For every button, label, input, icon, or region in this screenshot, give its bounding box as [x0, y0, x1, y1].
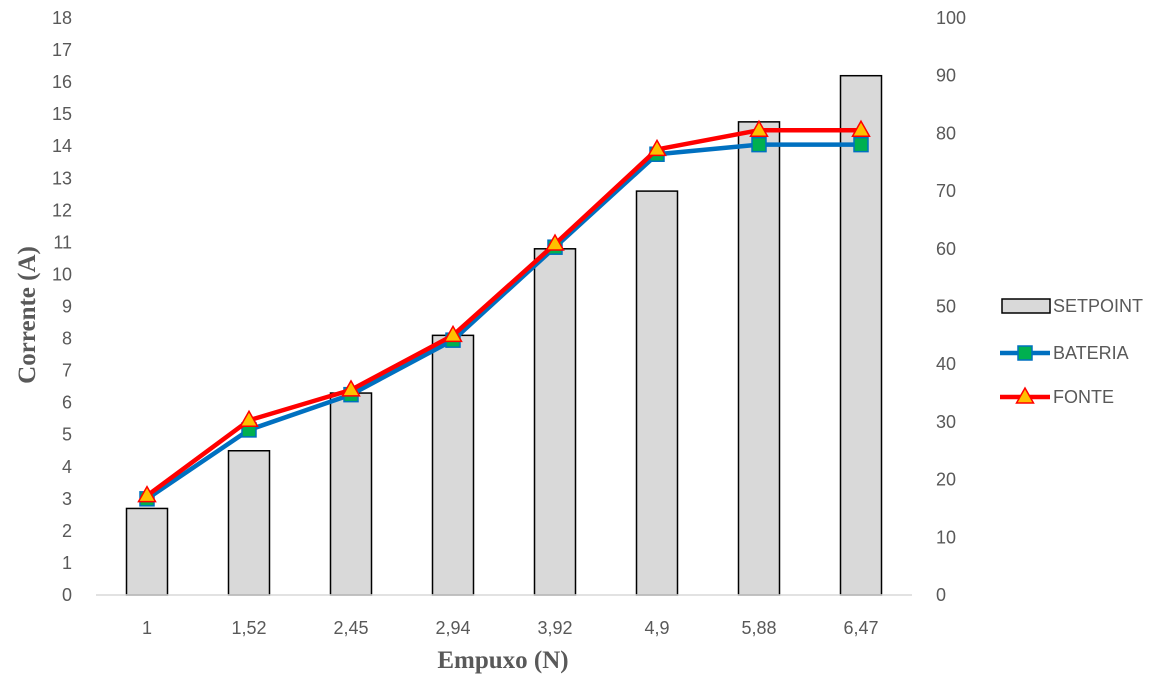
- x-axis-ticks: 1 1,52 2,45 2,94 3,92 4,9 5,88 6,47: [142, 618, 879, 638]
- x-tick-label: 2,45: [333, 618, 368, 638]
- point-fonte: [851, 119, 871, 137]
- point-fonte: [749, 119, 769, 137]
- point-fonte: [545, 233, 565, 251]
- y-left-tick-label: 13: [52, 168, 72, 188]
- point-fonte: [239, 409, 259, 428]
- point-bateria: [751, 136, 767, 153]
- y-left-tick-label: 17: [52, 40, 72, 60]
- bar-setpoint: [737, 121, 781, 596]
- y-left-tick-label: 1: [62, 553, 72, 573]
- y-right-tick-label: 90: [936, 66, 956, 86]
- y-left-tick-label: 14: [52, 136, 72, 156]
- y-right-tick-label: 10: [936, 527, 956, 547]
- y-left-tick-label: 11: [53, 232, 72, 252]
- y-axis-title: Corrente (A): [14, 246, 41, 384]
- y-right-tick-label: 60: [936, 239, 956, 259]
- bar-setpoint: [533, 248, 577, 596]
- y-left-tick-label: 10: [52, 264, 72, 284]
- x-tick-label: 6,47: [843, 618, 878, 638]
- x-tick-label: 5,88: [741, 618, 776, 638]
- point-fonte: [137, 485, 157, 503]
- legend-swatch-setpoint: [1001, 298, 1051, 314]
- bar-setpoint: [839, 74, 883, 596]
- legend-marker-fonte: [1015, 386, 1035, 404]
- y-left-tick-label: 7: [62, 361, 72, 381]
- y-left-tick-label: 2: [62, 521, 72, 541]
- y-left-tick-label: 16: [52, 72, 72, 92]
- bar-setpoint: [329, 392, 373, 596]
- y-right-tick-label: 40: [936, 354, 956, 374]
- y-right-tick-label: 0: [936, 585, 946, 605]
- legend-marker-bateria: [1017, 345, 1033, 361]
- y-right-tick-label: 70: [936, 181, 956, 201]
- x-tick-label: 4,9: [644, 618, 669, 638]
- legend-label-bateria: BATERIA: [1053, 343, 1129, 363]
- y-left-tick-label: 6: [62, 393, 72, 413]
- y-axis-right-ticks: 0 10 20 30 40 50 60 70 80 90 100: [936, 8, 966, 605]
- x-tick-label: 1,52: [231, 618, 266, 638]
- line-series-group: [137, 119, 871, 507]
- y-left-tick-label: 4: [62, 457, 72, 477]
- y-right-tick-label: 20: [936, 470, 956, 490]
- point-fonte: [341, 379, 361, 397]
- y-left-tick-label: 9: [62, 297, 72, 317]
- y-right-tick-label: 50: [936, 297, 956, 317]
- legend-label-setpoint: SETPOINT: [1053, 296, 1143, 316]
- bar-setpoint: [227, 450, 271, 596]
- y-left-tick-label: 3: [62, 489, 72, 509]
- x-tick-label: 1: [142, 618, 152, 638]
- y-left-tick-label: 5: [62, 425, 72, 445]
- bar-series-setpoint: [125, 74, 883, 596]
- point-fonte: [443, 324, 463, 343]
- y-right-tick-label: 100: [936, 8, 966, 28]
- y-left-tick-label: 0: [62, 585, 72, 605]
- y-right-tick-label: 80: [936, 123, 956, 143]
- bar-setpoint: [125, 507, 169, 596]
- y-left-tick-label: 15: [52, 104, 72, 124]
- y-left-tick-label: 12: [52, 200, 72, 220]
- y-right-tick-label: 30: [936, 412, 956, 432]
- bar-setpoint: [635, 190, 679, 596]
- point-fonte: [647, 138, 667, 157]
- point-bateria: [853, 136, 869, 153]
- x-tick-label: 2,94: [435, 618, 470, 638]
- legend-label-fonte: FONTE: [1053, 387, 1114, 407]
- line-fonte: [144, 127, 864, 498]
- bar-setpoint: [431, 334, 475, 596]
- legend: SETPOINT BATERIA FONTE: [1000, 296, 1143, 407]
- y-left-tick-label: 8: [62, 329, 72, 349]
- line-bateria: [144, 142, 864, 502]
- x-axis-title: Empuxo (N): [437, 647, 568, 674]
- x-tick-label: 3,92: [537, 618, 572, 638]
- y-left-tick-label: 18: [52, 8, 72, 28]
